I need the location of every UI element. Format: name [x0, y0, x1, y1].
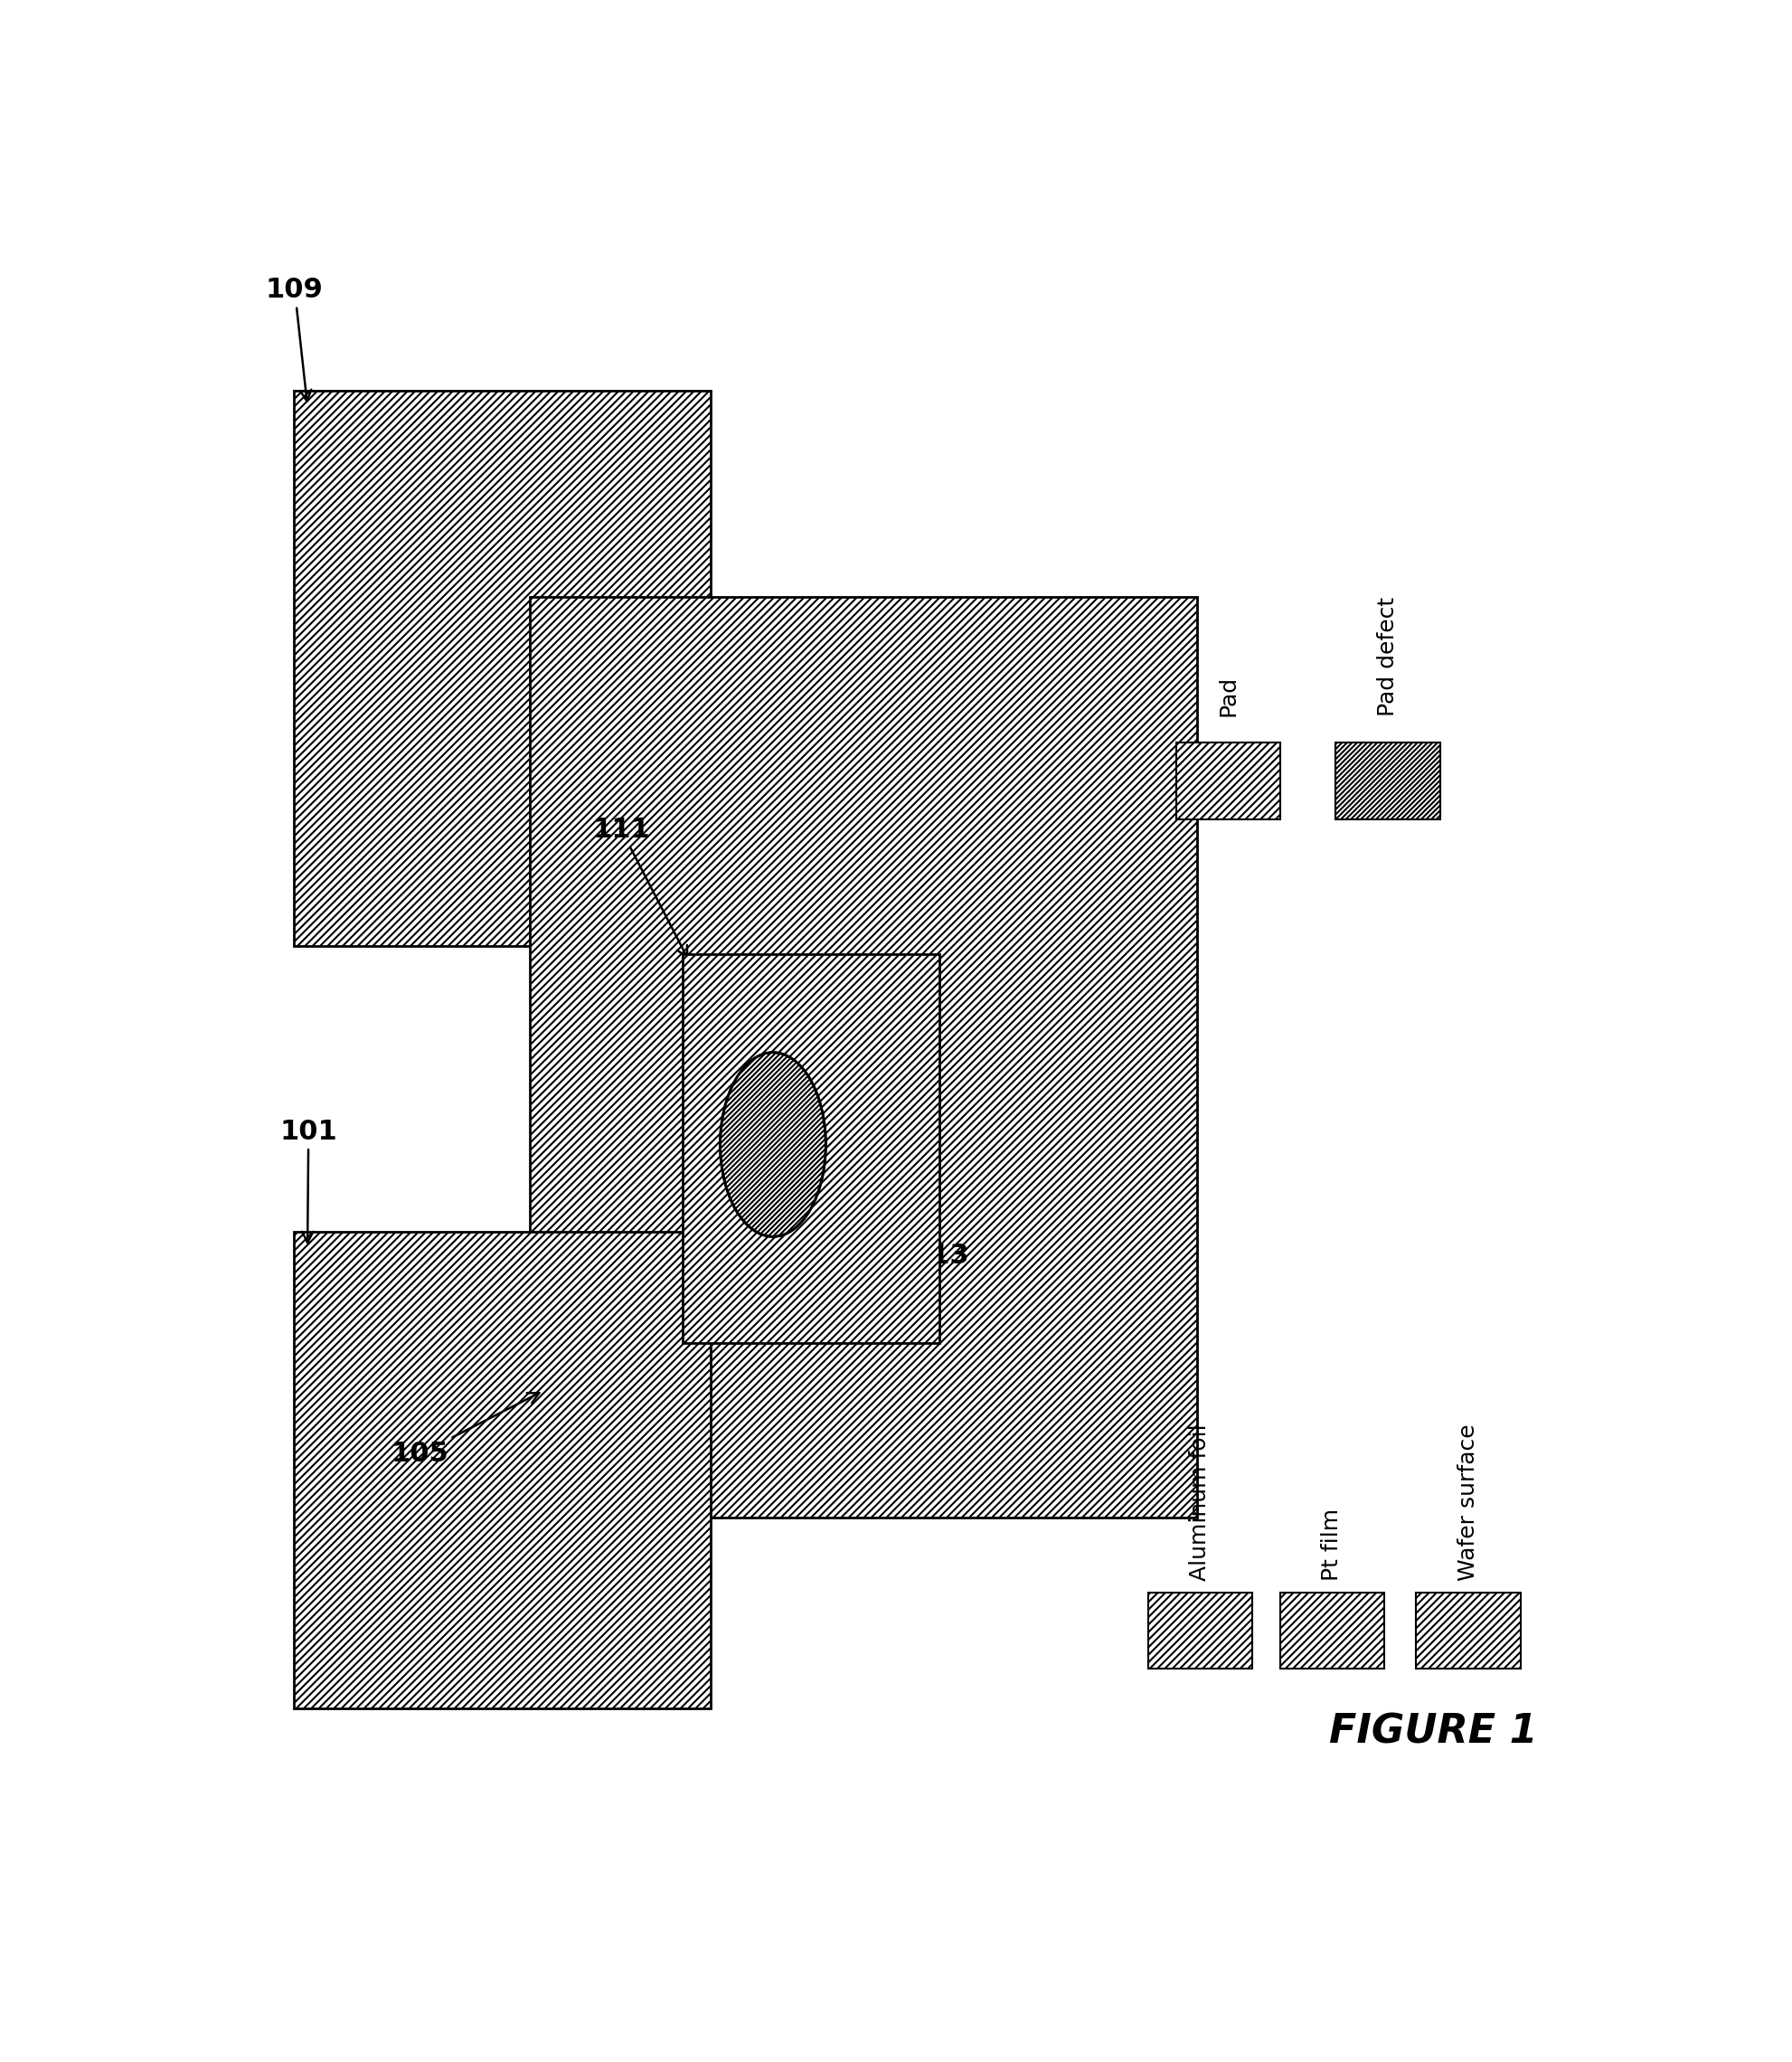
Bar [1279, 1592, 1383, 1668]
Bar [1416, 1592, 1520, 1668]
Text: 113: 113 [837, 1163, 969, 1268]
Bar [1147, 1592, 1251, 1668]
Text: 109: 109 [265, 276, 323, 402]
Bar [683, 955, 939, 1342]
Bar [1176, 742, 1279, 819]
Text: 101: 101 [280, 1118, 337, 1243]
Text: Wafer surface: Wafer surface [1457, 1425, 1478, 1582]
Text: Pad: Pad [1217, 674, 1238, 716]
Text: FIGURE 1: FIGURE 1 [1328, 1714, 1536, 1751]
Text: 111: 111 [591, 817, 686, 957]
Text: Pt film: Pt film [1321, 1509, 1342, 1582]
Bar [1335, 742, 1439, 819]
Bar [294, 1231, 710, 1707]
Ellipse shape [720, 1052, 826, 1237]
Bar [294, 390, 710, 946]
Bar [530, 596, 1197, 1518]
Text: 105: 105 [391, 1394, 539, 1468]
Text: Pad defect: Pad defect [1376, 596, 1398, 716]
Text: Aluminum foil: Aluminum foil [1188, 1425, 1210, 1582]
